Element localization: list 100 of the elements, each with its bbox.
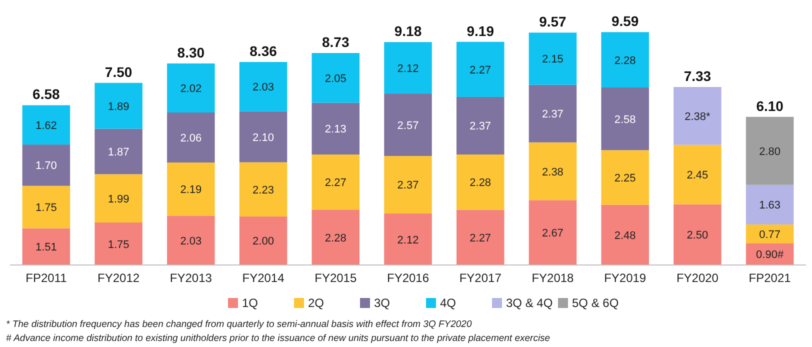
data-label: 2.58 bbox=[614, 114, 636, 126]
bar bbox=[22, 186, 70, 228]
x-tick-label: FY2018 bbox=[532, 271, 574, 285]
x-tick-label: FP2011 bbox=[26, 271, 68, 285]
data-label: 2.67 bbox=[542, 228, 564, 240]
bar bbox=[312, 102, 360, 155]
data-label: 2.45 bbox=[686, 170, 708, 182]
data-label: 2.37 bbox=[542, 108, 564, 121]
data-label: 2.50 bbox=[686, 230, 708, 242]
total-label: 8.30 bbox=[177, 44, 205, 60]
data-label: 2.57 bbox=[397, 120, 419, 132]
data-label: 1.51 bbox=[35, 242, 57, 254]
bar bbox=[312, 210, 360, 265]
bar bbox=[22, 144, 70, 186]
data-label: 2.28 bbox=[470, 177, 492, 190]
data-label: 1.75 bbox=[108, 238, 130, 251]
bar bbox=[601, 204, 649, 265]
total-label: 6.58 bbox=[32, 86, 60, 102]
data-label: 1.99 bbox=[108, 193, 130, 206]
data-label: 2.15 bbox=[542, 54, 564, 66]
data-label: 2.27 bbox=[470, 64, 492, 76]
bar bbox=[746, 116, 794, 185]
bar bbox=[94, 174, 142, 223]
legend-label: 3Q bbox=[374, 296, 390, 310]
bar bbox=[456, 210, 504, 265]
data-label: 1.89 bbox=[108, 100, 130, 113]
total-label: 7.33 bbox=[684, 68, 712, 84]
bar bbox=[22, 105, 70, 145]
bar bbox=[601, 32, 649, 88]
bar bbox=[94, 82, 142, 129]
bar bbox=[167, 162, 215, 216]
data-label: 2.19 bbox=[180, 184, 202, 196]
total-label: 9.59 bbox=[611, 13, 639, 30]
data-label: 2.27 bbox=[470, 232, 492, 244]
data-label: 2.06 bbox=[180, 132, 202, 145]
data-label: 1.70 bbox=[35, 160, 57, 172]
x-tick-label: FY2019 bbox=[604, 271, 646, 285]
bar bbox=[239, 62, 288, 112]
bar bbox=[746, 184, 794, 224]
total-label: 6.10 bbox=[756, 98, 784, 114]
total-label: 8.36 bbox=[250, 42, 278, 59]
legend-label: 3Q & 4Q bbox=[506, 296, 553, 310]
data-label: 1.62 bbox=[35, 120, 57, 132]
data-label: 2.28 bbox=[324, 232, 346, 244]
data-label: 2.28 bbox=[614, 54, 636, 67]
data-label: 0.77 bbox=[759, 228, 781, 241]
bar bbox=[456, 42, 504, 97]
bar bbox=[601, 87, 649, 150]
x-tick-label: FY2012 bbox=[98, 271, 140, 285]
bar bbox=[239, 216, 288, 265]
total-label: 7.50 bbox=[104, 64, 132, 80]
data-label: 2.02 bbox=[180, 82, 202, 95]
bar bbox=[528, 32, 577, 85]
bar bbox=[239, 162, 288, 216]
data-label: 2.25 bbox=[614, 172, 636, 184]
bar bbox=[384, 156, 432, 214]
bar bbox=[312, 154, 360, 210]
data-label: 2.37 bbox=[397, 180, 419, 192]
bar bbox=[601, 150, 649, 205]
total-label: 9.18 bbox=[394, 23, 422, 40]
text: * The distribution frequency has been changed from quarterly to semi-annual basis with effect from 3Q FY2020 bbox=[6, 319, 472, 330]
bar bbox=[94, 222, 142, 265]
data-label: 2.12 bbox=[397, 234, 419, 246]
data-label: 2.05 bbox=[324, 72, 346, 85]
data-label: 2.80 bbox=[759, 146, 781, 158]
data-label: 2.12 bbox=[397, 62, 419, 75]
bar bbox=[674, 204, 722, 265]
bar bbox=[22, 228, 70, 265]
data-label: 2.03 bbox=[252, 82, 274, 94]
bar bbox=[674, 144, 722, 204]
bar bbox=[746, 224, 794, 244]
data-label: 2.23 bbox=[252, 184, 274, 196]
data-label: 2.00 bbox=[252, 236, 274, 248]
x-tick-label: FY2014 bbox=[242, 271, 285, 285]
x-tick-label: FY2020 bbox=[676, 271, 719, 285]
data-label: 2.38 bbox=[542, 166, 564, 178]
data-label: 2.10 bbox=[252, 132, 274, 144]
data-label: 2.38* bbox=[684, 110, 712, 123]
x-tick-label: FY2013 bbox=[170, 271, 212, 285]
total-label: 8.73 bbox=[322, 34, 350, 50]
bar bbox=[384, 94, 432, 156]
bar bbox=[528, 200, 577, 265]
bar bbox=[674, 87, 722, 145]
legend-label: 5Q & 6Q bbox=[572, 296, 619, 310]
text: # Advance income distribution to existing unitholders prior to the issuance of new units pursuant to the private placement exercise bbox=[6, 333, 550, 344]
bar bbox=[384, 214, 432, 265]
x-tick-label: FY2017 bbox=[459, 271, 502, 285]
bar bbox=[167, 216, 215, 265]
data-label: 0.90# bbox=[756, 249, 784, 262]
data-label: 2.03 bbox=[180, 235, 202, 248]
bar bbox=[456, 96, 504, 155]
total-label: 9.19 bbox=[466, 22, 494, 39]
data-label: 1.87 bbox=[108, 146, 130, 158]
bar bbox=[384, 42, 432, 94]
data-label: 1.63 bbox=[759, 200, 781, 212]
bar bbox=[239, 111, 288, 162]
bar bbox=[167, 63, 215, 112]
bar bbox=[456, 154, 504, 210]
data-label: 2.48 bbox=[614, 230, 636, 242]
data-label: 2.27 bbox=[324, 177, 346, 190]
